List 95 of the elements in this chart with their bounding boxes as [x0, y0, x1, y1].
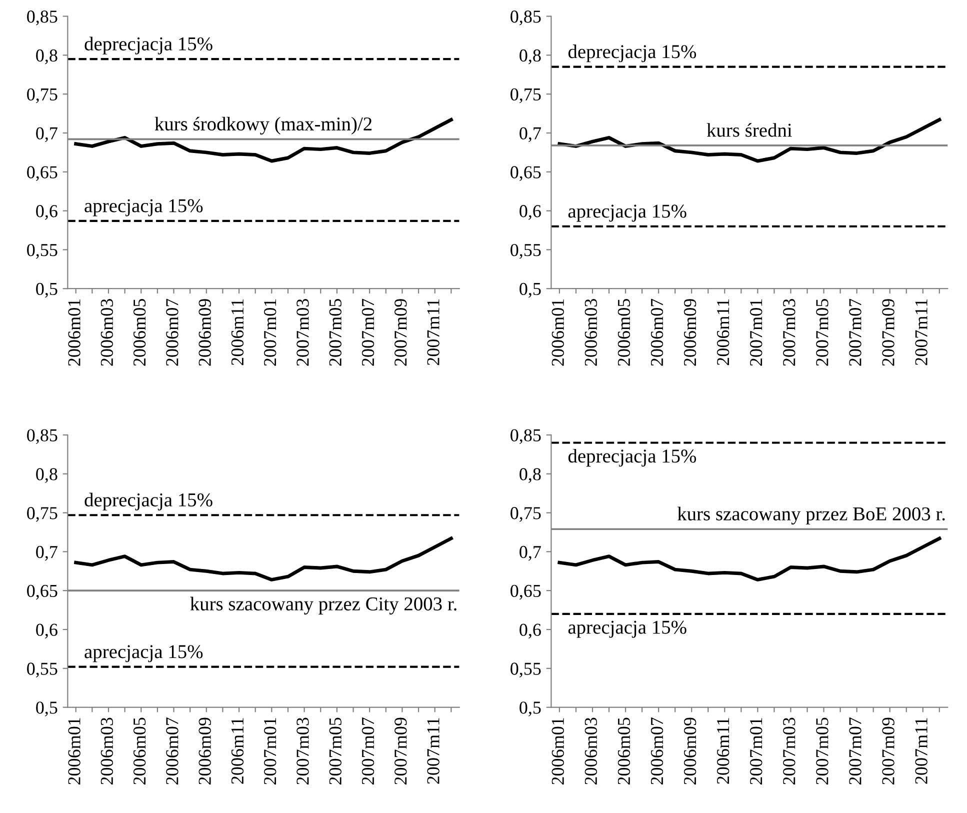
x-tick-label: 2006m11 [231, 299, 244, 366]
x-tick-label: 2007m05 [816, 718, 828, 784]
x-tick-label: 2007m11 [427, 718, 440, 784]
y-tick-label: 0,5 [36, 702, 58, 716]
x-tick-label: 2007m07 [849, 298, 862, 366]
y-tick-label: 0,85 [27, 429, 58, 444]
y-tick-label: 0,75 [510, 507, 541, 522]
x-tick-label: 2007m05 [329, 299, 342, 366]
y-tick-label: 0,5 [520, 702, 541, 716]
y-tick-label: 0,6 [36, 624, 58, 639]
y-tick-label: 0,85 [510, 429, 541, 444]
x-tick-label: 2006m09 [198, 718, 211, 784]
line-series [74, 118, 453, 163]
y-tick-label: 0,65 [510, 166, 541, 181]
ref-line-label: deprecjacja 15% [84, 492, 212, 510]
x-tick-label: 2007m09 [394, 718, 407, 784]
x-tick-label: 2007m11 [915, 718, 928, 784]
ref-line-label: aprecjacja 15% [84, 645, 203, 662]
x-tick-label: 2007m01 [264, 718, 276, 784]
x-tick-label: 2006m05 [618, 299, 630, 366]
line-series [74, 536, 453, 582]
x-tick-label: 2006m09 [684, 299, 696, 366]
y-tick-label: 0,5 [520, 282, 541, 298]
x-tick-label: 2006m03 [100, 718, 114, 784]
x-tick-label: 2007m05 [816, 299, 828, 366]
y-tick-label: 0,7 [36, 546, 58, 561]
y-tick-label: 0,85 [27, 10, 58, 26]
x-tick-label: 2007m09 [882, 718, 894, 784]
y-tick-label: 0,8 [36, 468, 58, 483]
x-tick-label: 2006m01 [552, 299, 564, 366]
x-tick-label: 2006m09 [684, 718, 696, 784]
x-tick-label: 2007m01 [750, 718, 762, 784]
x-tick-label: 2006m11 [716, 299, 730, 366]
x-tick-label: 2006m11 [231, 718, 244, 784]
ref-line-label: deprecjacja 15% [84, 36, 212, 54]
x-tick-label: 2007m07 [362, 718, 374, 784]
x-tick-label: 2007m01 [750, 299, 762, 366]
x-tick-label: 2006m01 [68, 718, 80, 784]
y-tick-label: 0,65 [510, 584, 541, 600]
ref-line-label: kurs szacowany przez BoE 2003 r. [677, 506, 945, 524]
x-tick-label: 2006m03 [584, 718, 598, 784]
ref-line-label: aprecjacja 15% [568, 204, 686, 222]
x-tick-label: 2006m03 [100, 299, 114, 366]
x-tick-label: 2006m05 [133, 718, 146, 784]
x-tick-label: 2006m03 [584, 299, 598, 366]
x-tick-label: 2007m05 [329, 718, 342, 784]
y-tick-label: 0,8 [36, 49, 58, 64]
y-tick-label: 0,75 [27, 88, 58, 104]
y-tick-label: 0,6 [520, 624, 541, 639]
y-tick-label: 0,55 [27, 662, 58, 678]
y-tick-label: 0,7 [36, 127, 58, 142]
y-tick-label: 0,6 [520, 205, 541, 220]
x-tick-label: 2006m05 [133, 299, 146, 366]
x-tick-label: 2007m09 [882, 299, 894, 366]
x-tick-label: 2007m09 [394, 299, 407, 366]
ref-line-label: aprecjacja 15% [568, 620, 686, 638]
x-tick-label: 2006m07 [166, 718, 178, 784]
ref-line-label: kurs szacowany przez City 2003 r. [190, 596, 456, 614]
x-tick-label: 2006m05 [618, 718, 630, 784]
x-tick-label: 2006m07 [650, 298, 664, 366]
x-tick-label: 2006m07 [166, 298, 178, 366]
ref-line-label: aprecjacja 15% [84, 199, 203, 216]
x-tick-label: 2006m11 [716, 718, 730, 784]
y-tick-label: 0,8 [520, 468, 541, 483]
y-tick-label: 0,6 [36, 205, 58, 220]
y-tick-label: 0,7 [520, 127, 541, 142]
x-tick-label: 2007m03 [296, 718, 309, 784]
x-tick-label: 2006m07 [650, 718, 664, 784]
x-tick-label: 2007m03 [783, 299, 796, 366]
y-tick-label: 0,55 [510, 244, 541, 259]
line-series [558, 536, 942, 582]
y-tick-label: 0,75 [27, 507, 58, 522]
x-tick-label: 2007m07 [849, 718, 862, 784]
ref-line-label: deprecjacja 15% [568, 448, 696, 467]
y-tick-label: 0,85 [510, 10, 541, 26]
y-tick-label: 0,5 [36, 282, 58, 298]
x-tick-label: 2006m01 [552, 718, 564, 784]
y-tick-label: 0,7 [520, 546, 541, 561]
ref-line-label: deprecjacja 15% [568, 44, 696, 62]
x-tick-label: 2006m01 [68, 299, 80, 366]
x-tick-label: 2007m03 [783, 718, 796, 784]
ref-line-label: kurs środkowy (max-min)/2 [154, 116, 372, 135]
y-tick-label: 0,65 [27, 584, 58, 600]
x-tick-label: 2007m03 [296, 299, 309, 366]
y-tick-label: 0,75 [510, 88, 541, 104]
y-tick-label: 0,55 [510, 662, 541, 678]
y-tick-label: 0,55 [27, 244, 58, 259]
x-tick-label: 2007m07 [362, 298, 374, 366]
x-tick-label: 2007m11 [427, 299, 440, 366]
y-tick-label: 0,8 [520, 49, 541, 64]
ref-line-label: kurs średni [706, 123, 792, 137]
x-tick-label: 2007m01 [264, 299, 276, 366]
y-tick-label: 0,65 [27, 166, 58, 181]
x-tick-label: 2006m09 [198, 299, 211, 366]
x-tick-label: 2007m11 [915, 299, 928, 366]
